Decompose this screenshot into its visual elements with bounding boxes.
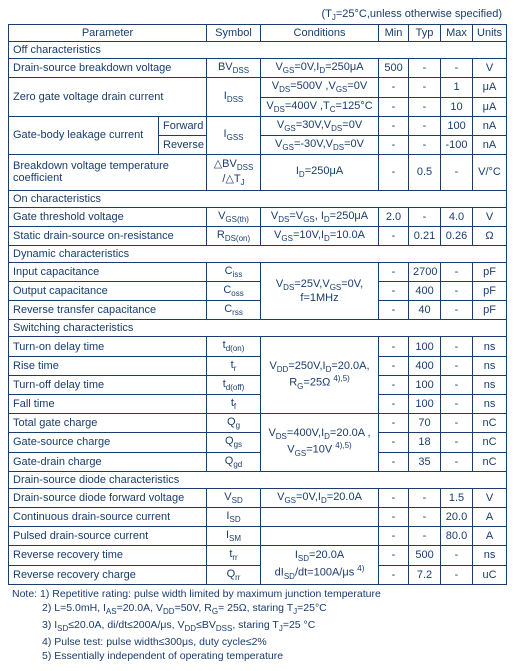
col-min: Min	[379, 25, 409, 42]
row-tr: Rise time tr - 400 - ns	[9, 356, 507, 375]
col-units: Units	[473, 25, 507, 42]
row-bvdss: Drain-source breakdown voltage BVDSS VGS…	[9, 59, 507, 78]
row-rdson: Static drain-source on-resistance RDS(on…	[9, 226, 507, 245]
row-qgs: Gate-source charge Qgs - 18 - nC	[9, 433, 507, 452]
row-isd: Continuous drain-source current ISD - - …	[9, 507, 507, 526]
header-note: (TJ=25°C,unless otherwise specified)	[8, 8, 506, 22]
row-bvtemp: Breakdown voltage temperature coefficien…	[9, 155, 507, 190]
note-1: Note: 1) Repetitive rating: pulse width …	[12, 587, 506, 601]
section-diode: Drain-source diode characteristics	[9, 471, 507, 488]
col-conditions: Conditions	[261, 25, 379, 42]
section-sw: Switching characteristics	[9, 320, 507, 337]
note-3: 3) ISD≤20.0A, di/dt≤200A/μs, VDD≤BVDSS, …	[12, 618, 506, 635]
section-on: On characteristics	[9, 190, 507, 207]
row-tdoff: Turn-off delay time td(off) - 100 - ns	[9, 375, 507, 394]
col-max: Max	[441, 25, 473, 42]
row-crss: Reverse transfer capacitance Crss - 40 -…	[9, 301, 507, 320]
row-tdon: Turn-on delay time td(on) VDD=250V,ID=20…	[9, 337, 507, 356]
cond: VGS=0V,ID=250μA	[261, 59, 379, 78]
row-vsd: Drain-source diode forward voltage VSD V…	[9, 488, 507, 507]
col-typ: Typ	[409, 25, 441, 42]
row-vgsth: Gate threshold voltage VGS(th) VDS=VGS, …	[9, 207, 507, 226]
row-qrr: Reverse recovery charge Qrr - 7.2 - uC	[9, 565, 507, 584]
notes: Note: 1) Repetitive rating: pulse width …	[8, 587, 506, 663]
note-4: 4) Pulse test: pulse width≤300μs, duty c…	[12, 635, 506, 649]
col-symbol: Symbol	[207, 25, 261, 42]
row-qg: Total gate charge Qg VDS=400V,ID=20.0A ,…	[9, 414, 507, 433]
row-coss: Output capacitance Coss - 400 - pF	[9, 282, 507, 301]
row-idss1: Zero gate voltage drain current IDSS VDS…	[9, 78, 507, 97]
spec-table: Parameter Symbol Conditions Min Typ Max …	[8, 24, 507, 585]
note-5: 5) Essentially independent of operating …	[12, 649, 506, 663]
row-igss-fwd: Gate-body leakage current Forward IGSS V…	[9, 116, 507, 135]
col-parameter: Parameter	[9, 25, 207, 42]
param: Drain-source breakdown voltage	[9, 59, 207, 78]
note-2: 2) L=5.0mH, IAS=20.0A, VDD=50V, RG= 25Ω,…	[12, 601, 506, 618]
row-ciss: Input capacitance Ciss VDS=25V,VGS=0V,f=…	[9, 262, 507, 281]
section-off: Off characteristics	[9, 42, 507, 59]
row-trr: Reverse recovery time trr ISD=20.0AdISD/…	[9, 546, 507, 565]
row-tf: Fall time tf - 100 - ns	[9, 395, 507, 414]
row-ism: Pulsed drain-source current ISM - - 80.0…	[9, 527, 507, 546]
header-row: Parameter Symbol Conditions Min Typ Max …	[9, 25, 507, 42]
row-qgd: Gate-drain charge Qgd - 35 - nC	[9, 452, 507, 471]
symbol: BVDSS	[207, 59, 261, 78]
section-dyn: Dynamic characteristics	[9, 245, 507, 262]
